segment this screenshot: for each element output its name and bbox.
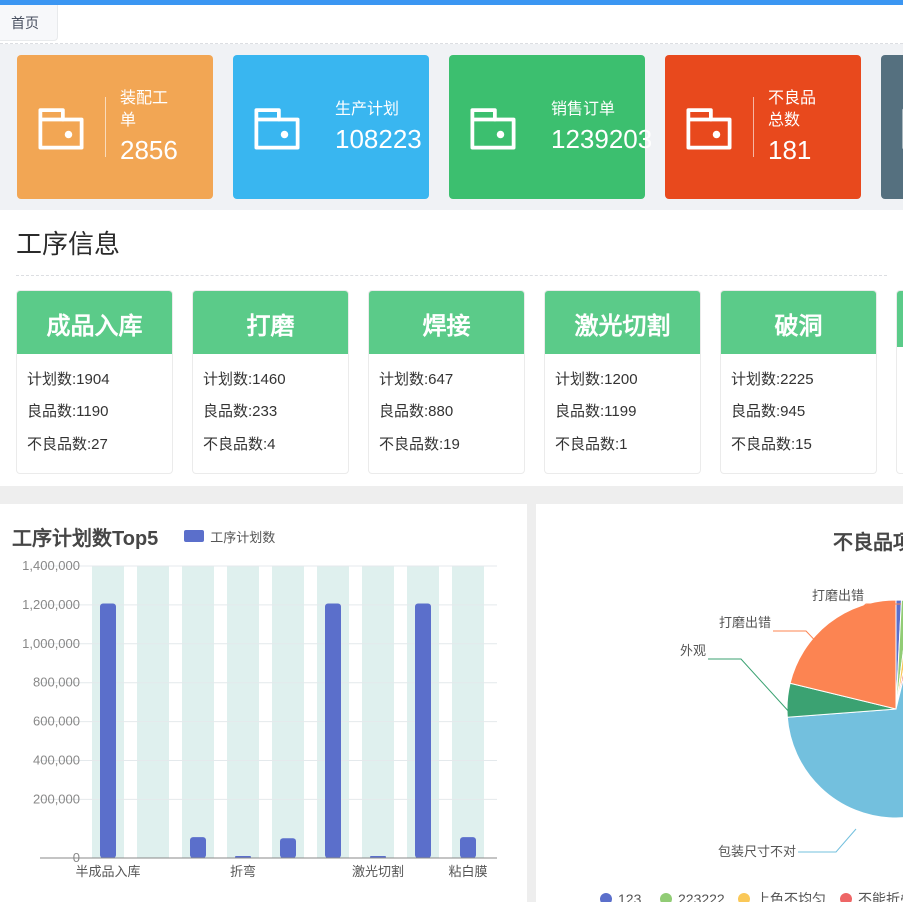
svg-text:不良品项目: 不良品项目 (833, 530, 903, 554)
svg-text:223222: 223222 (678, 891, 725, 902)
svg-text:折弯: 折弯 (230, 864, 256, 879)
svg-text:1,000,000: 1,000,000 (22, 636, 80, 651)
svg-text:半成品入库: 半成品入库 (75, 864, 140, 879)
svg-text:不能折叠: 不能折叠 (858, 891, 903, 902)
svg-text:1,200,000: 1,200,000 (22, 597, 80, 612)
svg-text:打磨出错: 打磨出错 (719, 615, 771, 630)
svg-text:上色不均匀: 上色不均匀 (756, 891, 826, 902)
svg-text:激光切割: 激光切割 (352, 864, 404, 879)
svg-text:123: 123 (618, 891, 642, 902)
svg-text:打磨出错: 打磨出错 (812, 588, 864, 603)
svg-text:400,000: 400,000 (33, 752, 80, 767)
svg-text:粘白膜: 粘白膜 (448, 864, 487, 879)
svg-text:800,000: 800,000 (33, 674, 80, 689)
svg-text:200,000: 200,000 (33, 791, 80, 806)
svg-text:外观: 外观 (680, 643, 706, 658)
svg-text:包装尺寸不对: 包装尺寸不对 (718, 844, 796, 859)
svg-text:600,000: 600,000 (33, 713, 80, 728)
svg-text:1,400,000: 1,400,000 (22, 558, 80, 573)
